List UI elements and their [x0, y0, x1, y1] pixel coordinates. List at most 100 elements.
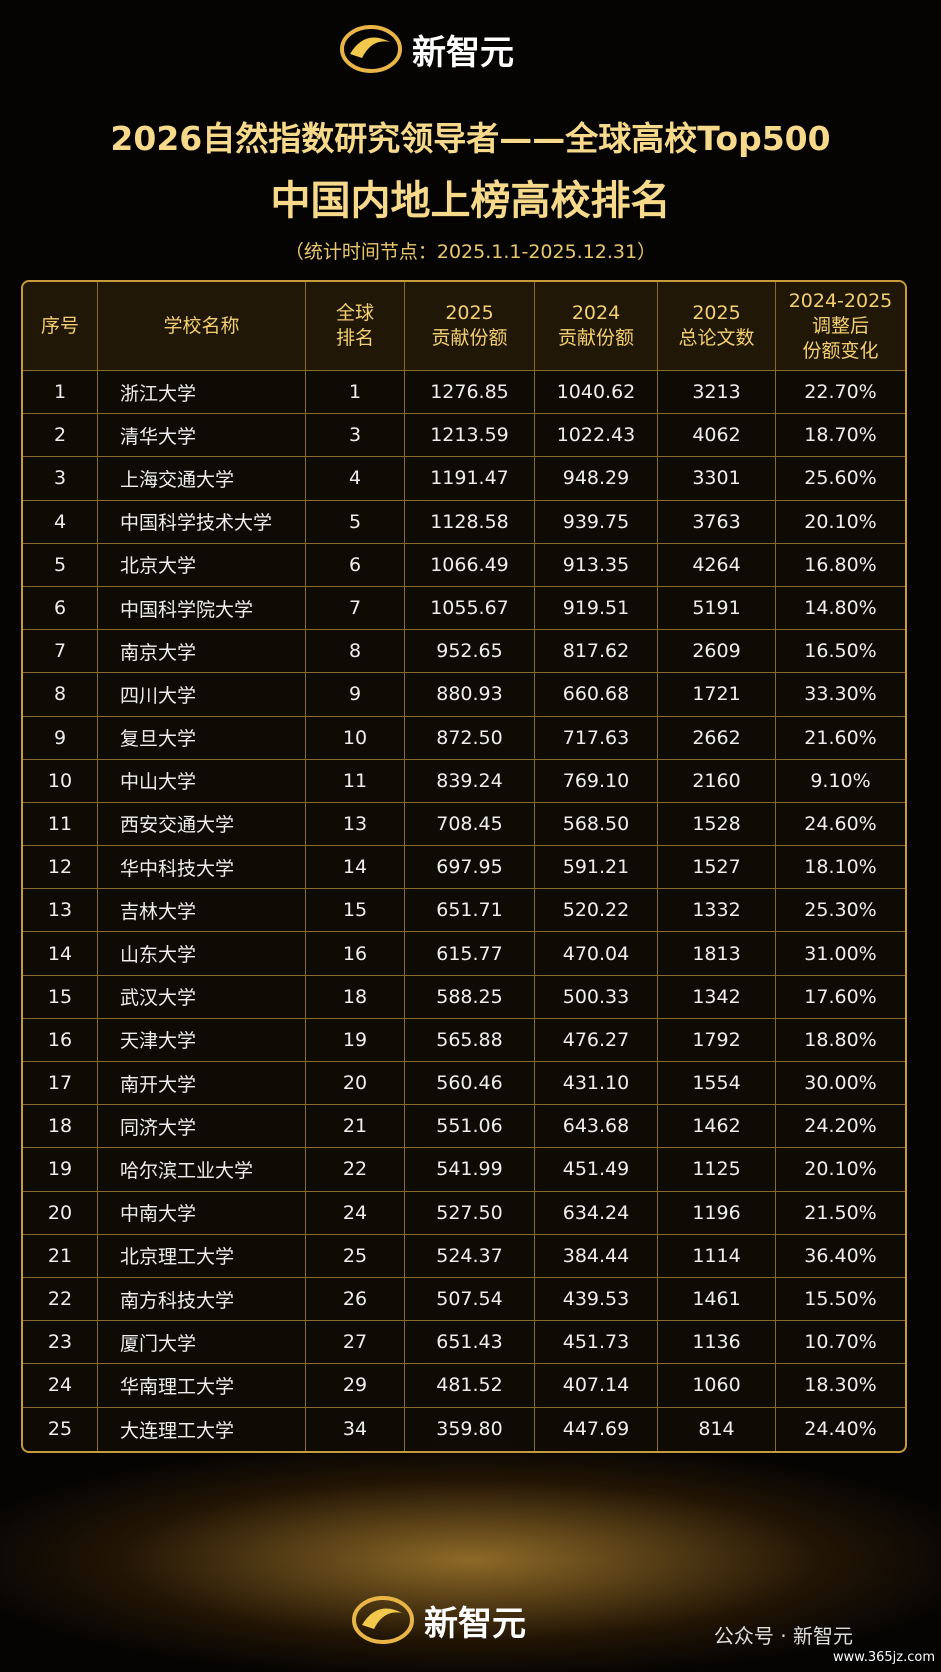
- watermark: 公众号 · 新智元: [713, 1624, 853, 1648]
- table-cell: 1528: [658, 802, 776, 847]
- header-cell: 序号: [23, 282, 98, 371]
- table-cell: 21: [23, 1234, 98, 1278]
- table-cell: 6: [306, 543, 405, 587]
- table-cell: 25.60%: [776, 457, 905, 501]
- table-cell: 20: [23, 1191, 98, 1235]
- table-cell: 14: [23, 932, 98, 976]
- table-cell: 1461: [658, 1277, 776, 1322]
- table-cell: 17.60%: [776, 976, 905, 1019]
- table-cell: 7: [306, 586, 405, 631]
- table-cell: 14: [306, 846, 405, 890]
- table-row: 14 山东大学 16 615.77 470.04 1813 31.00%: [23, 932, 905, 976]
- table-row: 11 西安交通大学 13 708.45 568.50 1528 24.60%: [23, 802, 905, 847]
- header-cell: 全球 排名: [306, 282, 405, 371]
- table-row: 23 厦门大学 27 651.43 451.73 1136 10.70%: [23, 1321, 905, 1365]
- table-cell: 26: [306, 1277, 405, 1322]
- table-cell: 24.20%: [776, 1105, 905, 1149]
- table-cell: 9: [23, 716, 98, 760]
- table-cell: 1332: [658, 889, 776, 933]
- table-cell: 451.73: [535, 1321, 658, 1365]
- table-cell: 9: [306, 673, 405, 717]
- table-cell: 浙江大学: [98, 371, 306, 415]
- table-cell: 817.62: [535, 630, 658, 674]
- table-cell: 880.93: [405, 673, 535, 717]
- table-cell: 4: [23, 500, 98, 544]
- header-text: 贡献份额: [431, 327, 508, 349]
- table-cell: 1060: [658, 1364, 776, 1408]
- table-cell: 19: [306, 1018, 405, 1062]
- table-cell: 1055.67: [405, 586, 535, 631]
- table-cell: 481.52: [405, 1364, 535, 1408]
- table-cell: 吉林大学: [98, 889, 306, 933]
- table-cell: 24: [306, 1191, 405, 1235]
- table-cell: 8: [23, 673, 98, 717]
- table-row: 13 吉林大学 15 651.71 520.22 1332 25.30%: [23, 889, 905, 933]
- table-cell: 524.37: [405, 1234, 535, 1278]
- table-cell: 643.68: [535, 1105, 658, 1149]
- table-cell: 20.10%: [776, 1148, 905, 1192]
- table-cell: 913.35: [535, 543, 658, 587]
- table-cell: 1721: [658, 673, 776, 717]
- table-cell: 1462: [658, 1105, 776, 1149]
- header-cell: 学校名称: [98, 282, 306, 371]
- table-cell: 同济大学: [98, 1105, 306, 1149]
- table-cell: 8: [306, 630, 405, 674]
- table-cell: 1554: [658, 1062, 776, 1106]
- table-cell: 21.60%: [776, 717, 905, 760]
- table-cell: 11: [23, 802, 98, 847]
- table-cell: 384.44: [535, 1234, 658, 1278]
- table-cell: 18: [23, 1105, 98, 1149]
- table-cell: 651.43: [405, 1321, 535, 1365]
- table-cell: 717.63: [535, 716, 658, 760]
- table-cell: 中山大学: [98, 759, 306, 803]
- site-mark: www.365jz.com: [833, 1650, 935, 1665]
- table-cell: 588.25: [405, 975, 535, 1019]
- table-cell: 476.27: [535, 1018, 658, 1062]
- brand-header: 新智元: [340, 24, 514, 74]
- table-row: 8 四川大学 9 880.93 660.68 1721 33.30%: [23, 673, 905, 717]
- brand-text: 新智元: [412, 32, 514, 73]
- header-cell: 2025 总论文数: [658, 282, 776, 371]
- table-row: 20 中南大学 24 527.50 634.24 1196 21.50%: [23, 1191, 905, 1235]
- table-row: 25 大连理工大学 34 359.80 447.69 814 24.40%: [23, 1407, 905, 1451]
- table-cell: 6: [23, 586, 98, 631]
- table-row: 9 复旦大学 10 872.50 717.63 2662 21.60%: [23, 716, 905, 760]
- table-cell: 南开大学: [98, 1062, 306, 1106]
- table-cell: 南京大学: [98, 630, 306, 674]
- table-cell: 大连理工大学: [98, 1407, 306, 1451]
- table-row: 17 南开大学 20 560.46 431.10 1554 30.00%: [23, 1062, 905, 1106]
- table-cell: 634.24: [535, 1191, 658, 1235]
- table-row: 15 武汉大学 18 588.25 500.33 1342 17.60%: [23, 975, 905, 1019]
- header-cell: 2024 贡献份额: [535, 282, 658, 371]
- table-cell: 1040.62: [535, 371, 658, 415]
- table-cell: 697.95: [405, 846, 535, 890]
- table-cell: 948.29: [535, 457, 658, 501]
- table-row: 4 中国科学技术大学 5 1128.58 939.75 3763 20.10%: [23, 500, 905, 544]
- header-text: 份额变化: [802, 339, 879, 362]
- table-cell: 天津大学: [98, 1018, 306, 1062]
- table-cell: 15: [306, 889, 405, 933]
- table-cell: 27: [306, 1321, 405, 1365]
- table-cell: 23: [23, 1321, 98, 1365]
- table-cell: 1342: [658, 975, 776, 1019]
- table-row: 7 南京大学 8 952.65 817.62 2609 16.50%: [23, 630, 905, 674]
- table-cell: 24.60%: [776, 803, 905, 847]
- table-cell: 500.33: [535, 975, 658, 1019]
- table-cell: 1276.85: [405, 371, 535, 415]
- table-cell: 13: [306, 802, 405, 847]
- table-cell: 4062: [658, 414, 776, 458]
- table-cell: 21.50%: [776, 1192, 905, 1235]
- table-cell: 2: [23, 414, 98, 458]
- table-cell: 565.88: [405, 1018, 535, 1062]
- table-cell: 34: [306, 1407, 405, 1451]
- table-cell: 1066.49: [405, 543, 535, 587]
- table-cell: 20: [306, 1062, 405, 1106]
- header-text: 排名: [335, 327, 374, 349]
- table-row: 16 天津大学 19 565.88 476.27 1792 18.80%: [23, 1018, 905, 1062]
- table-cell: 407.14: [535, 1364, 658, 1408]
- table-cell: 5191: [658, 586, 776, 631]
- table-cell: 507.54: [405, 1277, 535, 1322]
- table-row: 24 华南理工大学 29 481.52 407.14 1060 18.30%: [23, 1364, 905, 1408]
- header-text: 2025: [445, 302, 494, 324]
- brand-text: 新智元: [424, 1603, 526, 1644]
